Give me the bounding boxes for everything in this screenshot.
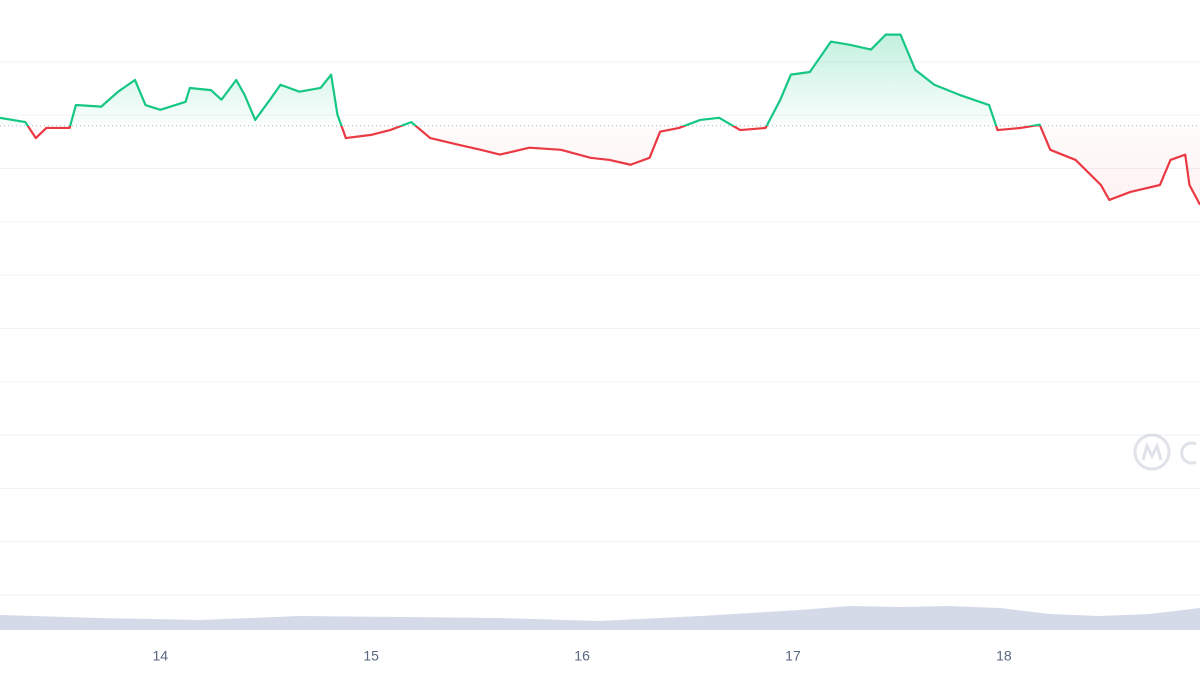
plot [0, 33, 1200, 206]
x-tick-label: 14 [152, 648, 168, 664]
price-area [0, 34, 1200, 205]
x-axis: 14 15 16 17 18 [152, 648, 1011, 664]
grid [0, 61, 1200, 596]
volume-layer [0, 606, 1200, 630]
volume-area [0, 606, 1200, 630]
x-tick-label: 15 [363, 648, 379, 664]
x-tick-label: 17 [785, 648, 801, 664]
x-tick-label: 18 [996, 648, 1012, 664]
price-line [0, 33, 1200, 206]
x-tick-label: 16 [574, 648, 590, 664]
watermark-logo [1133, 433, 1197, 471]
